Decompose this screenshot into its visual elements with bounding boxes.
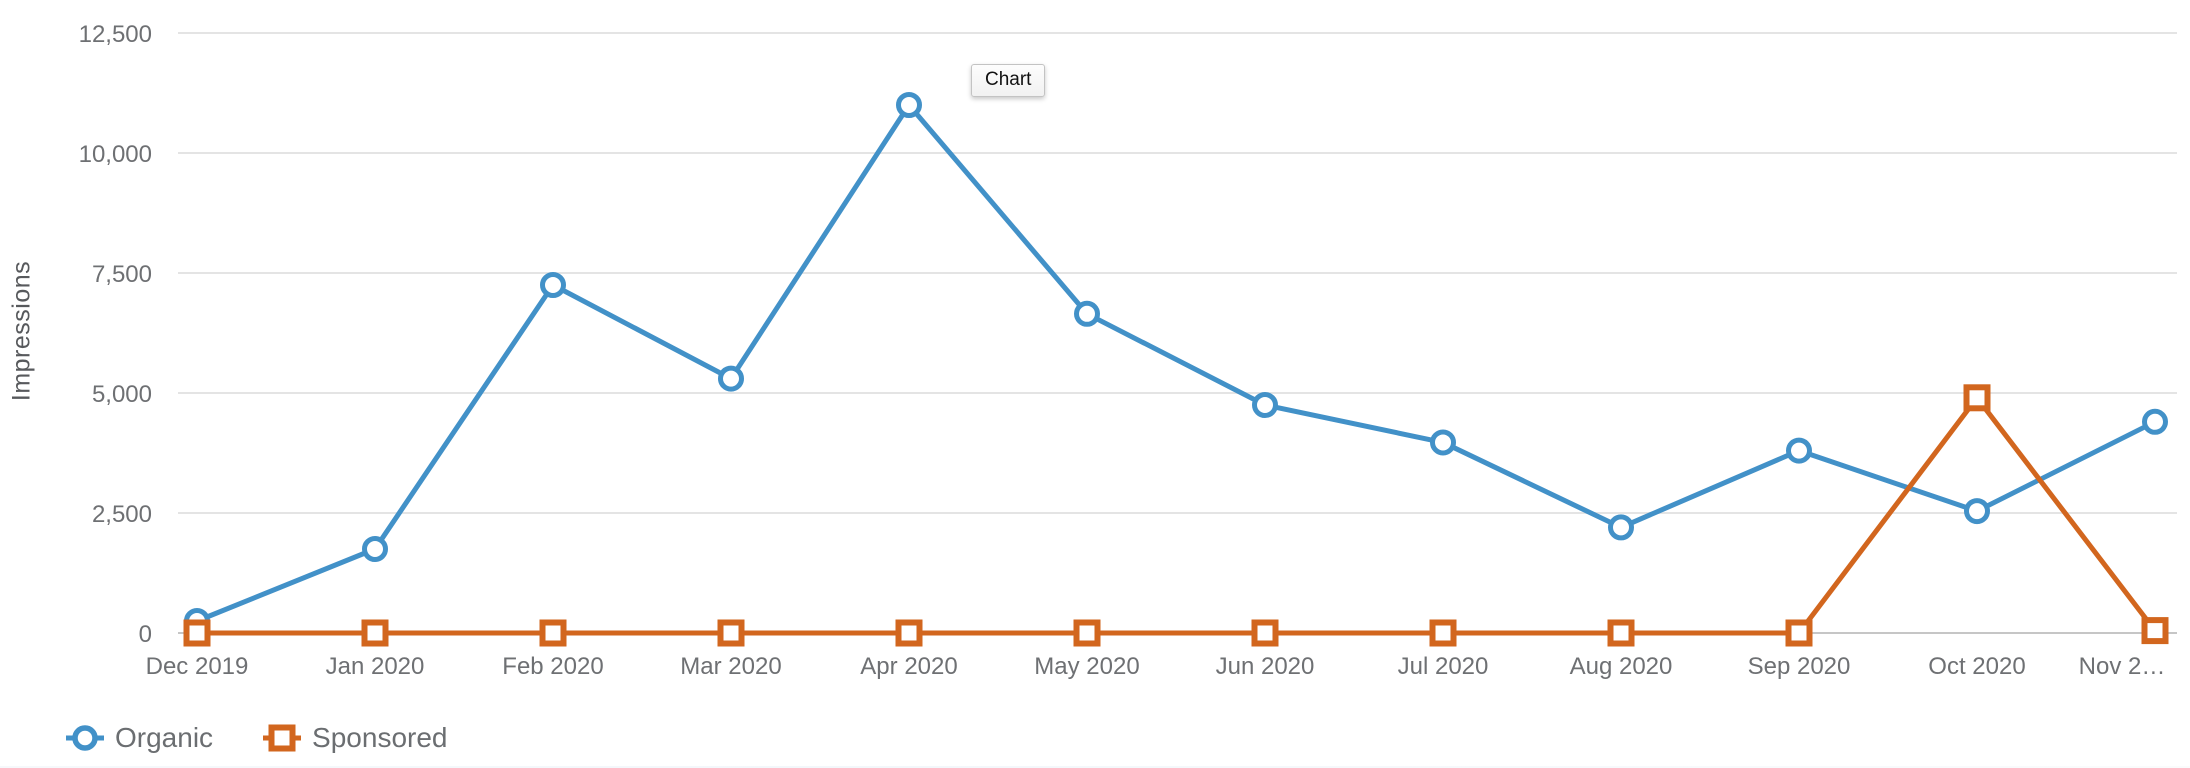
data-point-organic[interactable] [1430, 429, 1456, 456]
legend-item-organic[interactable]: Organic [66, 722, 213, 754]
data-point-organic[interactable] [1074, 300, 1100, 327]
data-point-sponsored[interactable] [717, 619, 745, 647]
data-point-sponsored[interactable] [895, 619, 923, 647]
y-tick-label: 10,000 [79, 141, 152, 168]
y-tick-label: 0 [139, 621, 152, 648]
x-tick-label: Dec 2019 [146, 653, 249, 680]
y-tick-label: 12,500 [79, 21, 152, 48]
data-point-organic[interactable] [1252, 392, 1278, 418]
organic-line-marker-icon [66, 725, 104, 751]
data-point-sponsored[interactable] [2141, 617, 2169, 645]
chart-legend: Organic Sponsored [66, 722, 447, 754]
data-point-organic[interactable] [2142, 408, 2168, 435]
data-point-organic[interactable] [362, 536, 388, 562]
data-point-organic[interactable] [540, 272, 566, 298]
x-tick-label: Jan 2020 [326, 653, 425, 680]
data-point-organic[interactable] [1964, 498, 1990, 525]
legend-label-sponsored: Sponsored [312, 722, 448, 753]
y-tick-label: 5,000 [92, 381, 152, 408]
data-point-sponsored[interactable] [1251, 619, 1279, 647]
data-point-sponsored[interactable] [1607, 619, 1635, 647]
x-tick-label: Aug 2020 [1570, 653, 1673, 680]
y-tick-label: 2,500 [92, 501, 152, 528]
data-point-organic[interactable] [1608, 514, 1634, 541]
x-tick-label: Feb 2020 [502, 653, 603, 680]
x-tick-label: Nov 2… [2079, 653, 2166, 680]
data-point-sponsored[interactable] [1429, 619, 1457, 647]
x-tick-label: Jun 2020 [1216, 653, 1315, 680]
data-point-organic[interactable] [718, 365, 744, 392]
data-point-organic[interactable] [896, 92, 922, 118]
x-tick-label: Sep 2020 [1748, 653, 1851, 680]
sponsored-line-marker-icon [263, 724, 302, 752]
y-tick-label: 7,500 [92, 261, 152, 288]
series-line-sponsored [194, 395, 2158, 636]
x-tick-label: Apr 2020 [860, 653, 957, 680]
data-point-sponsored[interactable] [539, 619, 567, 647]
data-point-sponsored[interactable] [361, 619, 389, 647]
legend-label-organic: Organic [115, 722, 214, 753]
data-point-organic[interactable] [1786, 437, 1812, 464]
data-point-sponsored[interactable] [1785, 619, 1813, 647]
chart-tooltip: Chart [971, 64, 1046, 97]
data-point-sponsored[interactable] [183, 619, 211, 647]
series-line-organic [194, 102, 2158, 624]
data-point-sponsored[interactable] [1073, 619, 1101, 647]
x-tick-label: Mar 2020 [680, 653, 781, 680]
bottom-hairline [0, 766, 2190, 768]
x-tick-label: May 2020 [1034, 653, 1139, 680]
x-tick-label: Oct 2020 [1928, 653, 2025, 680]
legend-item-sponsored[interactable]: Sponsored [263, 722, 447, 754]
data-point-sponsored[interactable] [1963, 384, 1991, 412]
x-tick-label: Jul 2020 [1398, 653, 1489, 680]
chart-plot-area: 0 2,500 5,000 7,500 10,000 12,500 Dec 2019 Jan … [79, 21, 2177, 680]
